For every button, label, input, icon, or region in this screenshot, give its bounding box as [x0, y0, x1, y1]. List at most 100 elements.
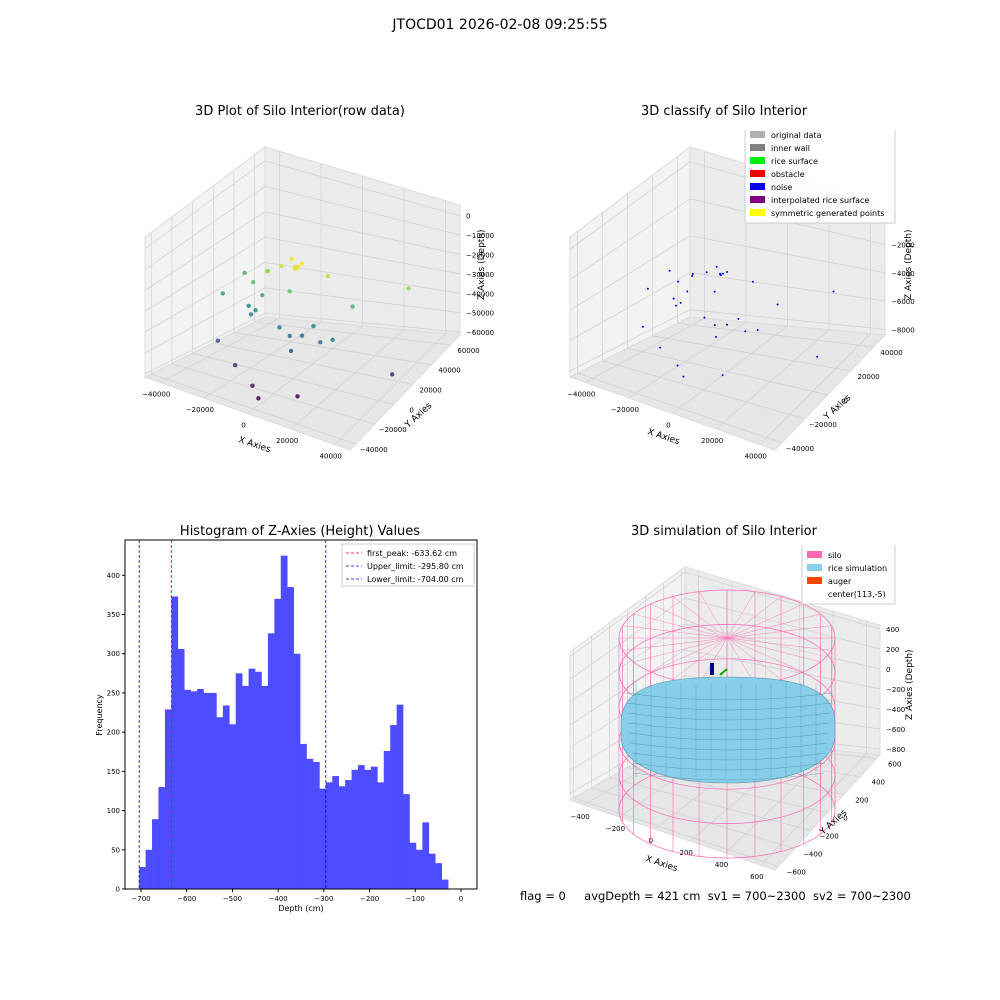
- data-point: [265, 268, 271, 274]
- legend-label: noise: [771, 183, 792, 192]
- noise-point: [751, 280, 754, 283]
- data-point: [220, 291, 226, 296]
- histogram-bar: [235, 673, 243, 889]
- z-tick-label: −80000: [891, 326, 915, 334]
- raw-scatter-3d-plot: −40000 −20000 0 20000 40000 −40000 −20000 0 2000…: [142, 146, 494, 461]
- z-tick-label: −800: [886, 746, 905, 754]
- noise-point: [641, 325, 644, 328]
- x-tick-label: 40000: [745, 453, 767, 461]
- y-tick-label: 400: [872, 779, 885, 787]
- noise-point: [672, 297, 675, 300]
- noise-point: [677, 280, 680, 283]
- z-tick-label: 200: [886, 646, 899, 654]
- histogram-bar: [403, 794, 410, 889]
- data-point: [253, 307, 258, 313]
- data-point: [242, 270, 247, 276]
- y-tick-label: 60000: [457, 347, 479, 355]
- histogram-bar: [139, 867, 146, 889]
- y-tick-label: 100: [107, 807, 120, 815]
- noise-point: [676, 364, 679, 367]
- histogram-bar: [261, 685, 269, 889]
- histogram-bar: [280, 555, 288, 889]
- z-tick-label: 400: [886, 626, 899, 634]
- histogram-bar: [229, 724, 237, 889]
- y-tick-label: 600: [888, 761, 901, 769]
- histogram-bar: [145, 849, 153, 889]
- y-tick-label: 200: [855, 797, 868, 805]
- z-tick-label: −600: [886, 726, 905, 734]
- x-tick-label: 0: [459, 895, 463, 903]
- data-point: [330, 337, 335, 343]
- histogram-bar: [293, 653, 301, 889]
- noise-point: [659, 346, 662, 349]
- histogram-bar: [312, 761, 320, 889]
- x-tick-label: −40000: [142, 390, 170, 398]
- data-point: [248, 312, 254, 317]
- noise-point: [756, 329, 759, 332]
- histogram-bar: [164, 709, 172, 889]
- legend-swatch: [750, 196, 765, 203]
- histogram-bar: [255, 671, 262, 889]
- y-tick-label: 150: [107, 768, 120, 776]
- z-tick-label: −200: [886, 686, 905, 694]
- y-tick-label: 200: [107, 729, 120, 737]
- y-tick-label: 50: [111, 846, 120, 854]
- legend-swatch: [807, 551, 822, 558]
- y-tick-label: 0: [409, 406, 413, 414]
- x-tick-label: −200: [360, 895, 379, 903]
- histogram-bar: [184, 689, 191, 889]
- noise-point: [726, 270, 729, 273]
- noise-point: [715, 265, 718, 268]
- noise-point: [691, 275, 694, 278]
- y-tick-label: 0: [116, 886, 120, 894]
- x-tick-label: 600: [750, 873, 763, 881]
- histogram-bar: [358, 765, 365, 889]
- legend-swatch: [750, 131, 765, 138]
- legend-swatch: [750, 209, 765, 216]
- histogram-bar: [171, 596, 179, 889]
- data-point: [215, 338, 221, 343]
- histogram-bar: [325, 782, 333, 889]
- legend-label: center(113,-5): [828, 590, 886, 599]
- noise-point: [832, 290, 835, 293]
- x-axis-label: X Axies: [644, 854, 679, 874]
- data-point: [293, 265, 298, 270]
- z-axis-label: Z Axies (Depth): [905, 649, 915, 720]
- data-point: [295, 394, 300, 399]
- legend-label: symmetric generated points: [771, 209, 884, 218]
- histogram-bar: [306, 758, 314, 889]
- x-tick-label: −20000: [611, 406, 639, 414]
- histogram-bar: [300, 743, 307, 889]
- legend-label: inner wall: [771, 144, 810, 153]
- histogram-bar: [197, 689, 204, 889]
- histogram-bar: [274, 598, 282, 889]
- z-tick-label: −30000: [466, 271, 494, 279]
- histogram-bar: [158, 787, 166, 889]
- legend-label: silo: [828, 551, 842, 560]
- y-tick-label: 300: [107, 650, 120, 658]
- x-tick-label: −400: [571, 813, 590, 821]
- data-point: [311, 323, 316, 329]
- legend: silo rice simulation auger center(113,-5): [801, 545, 896, 605]
- noise-point: [703, 316, 706, 319]
- silo-simulation-3d-plot: −400 −200 0 200 400 600 −600 −400 −200 0 200 400 600…: [568, 545, 915, 881]
- y-tick-label: 20000: [419, 387, 441, 395]
- y-tick-label: −20000: [379, 426, 407, 434]
- legend-swatch: [807, 564, 822, 571]
- legend-label: rice simulation: [828, 564, 887, 573]
- y-tick-label: 0: [843, 815, 847, 823]
- z-tick-label: −400: [886, 706, 905, 714]
- histogram-bar: [267, 633, 275, 889]
- z-tick-label: −20000: [466, 251, 494, 259]
- histogram-bar: [338, 786, 346, 889]
- noise-point: [646, 287, 649, 290]
- data-point: [287, 289, 292, 294]
- sv2-text: sv2 = 700~2300: [812, 889, 911, 903]
- x-tick-label: −300: [314, 895, 333, 903]
- histogram-bar: [209, 692, 217, 889]
- noise-point: [686, 290, 689, 293]
- legend: first_peak: -633.62 cm Upper_limit: -295.…: [341, 543, 475, 587]
- x-axis-label: X Axies: [237, 435, 272, 455]
- x-tick-label: −700: [131, 895, 150, 903]
- y-axis-label: Y Axies: [822, 393, 854, 423]
